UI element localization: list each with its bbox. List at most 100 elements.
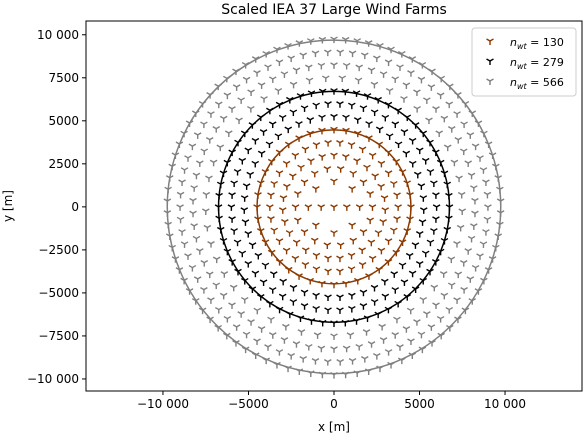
turbine-point bbox=[349, 170, 358, 178]
turbine-point bbox=[307, 318, 316, 325]
turbine-point bbox=[436, 159, 445, 167]
turbine-point bbox=[275, 306, 284, 314]
turbine-point bbox=[440, 115, 449, 123]
turbine-point bbox=[374, 311, 382, 319]
turbine-point bbox=[390, 271, 399, 278]
turbine-point bbox=[300, 179, 309, 186]
legend-box bbox=[471, 27, 577, 97]
turbine-point bbox=[264, 344, 272, 351]
turbine-point bbox=[436, 315, 445, 323]
turbine-point bbox=[267, 316, 275, 324]
turbine-point bbox=[285, 230, 294, 237]
y-tick-label: 0 bbox=[71, 200, 79, 214]
turbine-point bbox=[313, 332, 322, 339]
turbine-point bbox=[352, 318, 361, 325]
turbine-point bbox=[368, 255, 377, 263]
turbine-point bbox=[476, 155, 484, 162]
turbine-point bbox=[426, 168, 435, 176]
turbine-point bbox=[175, 141, 184, 149]
turbine-point bbox=[251, 270, 260, 278]
turbine-point bbox=[251, 352, 260, 360]
turbine-point bbox=[259, 279, 268, 286]
turbine-point bbox=[228, 106, 236, 113]
turbine-point bbox=[195, 248, 204, 255]
turbine-point bbox=[240, 277, 249, 285]
turbine-point bbox=[373, 55, 381, 63]
turbine-point bbox=[304, 343, 313, 351]
turbine-point bbox=[209, 159, 218, 167]
turbine-point bbox=[233, 239, 242, 247]
turbine-point bbox=[253, 338, 261, 345]
turbine-point bbox=[440, 237, 449, 245]
turbine-point bbox=[244, 231, 253, 238]
turbine-point bbox=[379, 337, 388, 344]
turbine-point bbox=[407, 70, 415, 77]
turbine-point bbox=[370, 81, 379, 89]
turbine-point bbox=[371, 173, 379, 181]
turbine-point bbox=[484, 267, 493, 274]
turbine-point bbox=[363, 93, 372, 100]
turbine-point bbox=[348, 358, 357, 365]
turbine-point bbox=[266, 107, 274, 115]
turbine-point bbox=[392, 158, 401, 166]
turbine-point bbox=[268, 76, 277, 83]
turbine-point bbox=[368, 204, 377, 211]
turbine-point bbox=[232, 324, 241, 331]
turbine-point bbox=[358, 262, 367, 269]
turbine-point bbox=[237, 97, 245, 104]
turbine-point bbox=[474, 288, 483, 295]
turbine-point bbox=[353, 158, 361, 165]
turbine-point bbox=[336, 101, 344, 108]
turbine-point bbox=[253, 307, 262, 315]
turbine-point bbox=[380, 195, 389, 202]
turbine-point bbox=[324, 255, 332, 263]
turbine-point bbox=[330, 178, 338, 186]
turbine-point bbox=[275, 238, 284, 245]
turbine-point bbox=[418, 346, 427, 354]
turbine-point bbox=[171, 152, 180, 160]
turbine-point bbox=[389, 227, 398, 235]
series-3 bbox=[163, 36, 505, 379]
turbine-point bbox=[176, 216, 185, 224]
turbine-point bbox=[273, 46, 281, 54]
turbine-point bbox=[254, 252, 263, 260]
turbine-point bbox=[278, 207, 287, 214]
turbine-point bbox=[338, 75, 347, 83]
turbine-point bbox=[384, 59, 393, 67]
turbine-point bbox=[336, 166, 345, 173]
turbine-point bbox=[432, 149, 440, 157]
turbine-point bbox=[411, 122, 420, 129]
turbine-point bbox=[185, 288, 194, 295]
turbine-point bbox=[289, 109, 298, 117]
turbine-point bbox=[432, 192, 440, 199]
turbine-point bbox=[445, 101, 454, 109]
turbine-point bbox=[251, 56, 260, 63]
turbine-point bbox=[437, 75, 446, 83]
turbine-point bbox=[330, 152, 338, 160]
turbine-point bbox=[471, 264, 480, 272]
turbine-point bbox=[207, 297, 215, 304]
turbine-point bbox=[384, 149, 393, 157]
turbine-point bbox=[418, 61, 427, 69]
turbine-point bbox=[408, 56, 417, 63]
turbine-point bbox=[306, 38, 315, 45]
turbine-point bbox=[310, 170, 319, 178]
turbine-point bbox=[311, 358, 320, 365]
turbine-point bbox=[394, 141, 403, 149]
turbine-point bbox=[389, 180, 398, 188]
turbine-point bbox=[411, 242, 420, 249]
turbine-point bbox=[330, 230, 338, 237]
turbine-point bbox=[224, 130, 233, 138]
legend-entry: nwt = 279 bbox=[486, 56, 564, 71]
turbine-point bbox=[430, 180, 438, 188]
turbine-point bbox=[330, 126, 338, 134]
turbine-point bbox=[312, 186, 320, 193]
turbine-point bbox=[301, 262, 310, 269]
axis-ticks: −10 000 −5000 0 5000 10 000 −10 000 −7500 −5000… bbox=[27, 28, 526, 411]
turbine-point bbox=[346, 332, 355, 339]
turbine-point bbox=[402, 150, 411, 158]
turbine-point bbox=[432, 259, 440, 266]
turbine-point bbox=[305, 77, 314, 85]
